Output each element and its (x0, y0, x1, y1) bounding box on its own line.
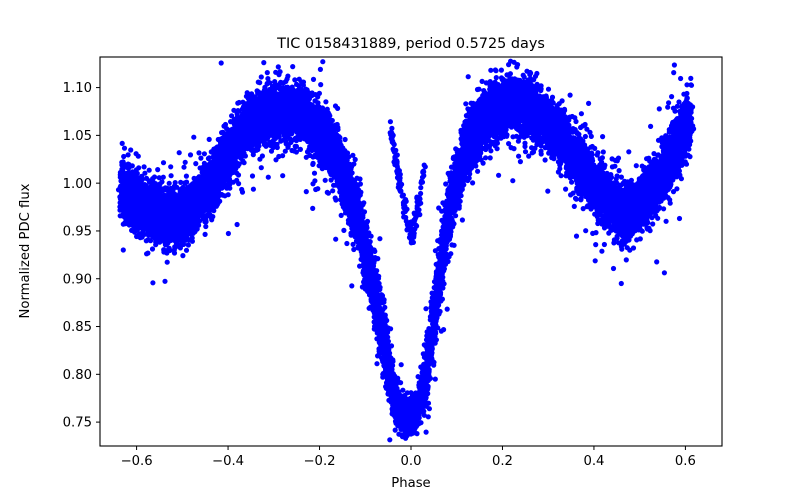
y-tick-label: 0.85 (63, 320, 92, 335)
x-tick-label: 0.6 (675, 454, 696, 469)
y-tick-label: 1.10 (63, 81, 92, 96)
scatter-data-points (115, 58, 697, 443)
x-tick-label: 0.4 (583, 454, 604, 469)
x-tick-label: −0.4 (212, 454, 244, 469)
x-axis-label: Phase (391, 476, 430, 491)
y-tick-label: 0.95 (63, 225, 92, 240)
x-axis-ticks: −0.6 −0.4 −0.2 0.0 0.2 0.4 0.6 (121, 446, 696, 469)
scatter-points-layer (115, 58, 697, 443)
y-tick-label: 1.00 (63, 177, 92, 192)
axes-background (100, 57, 722, 446)
chart-title: TIC 0158431889, period 0.5725 days (276, 36, 545, 52)
y-tick-label: 0.75 (63, 416, 92, 431)
x-tick-label: −0.6 (121, 454, 153, 469)
x-tick-label: 0.2 (492, 454, 513, 469)
y-tick-label: 0.80 (63, 368, 92, 383)
x-tick-label: 0.0 (401, 454, 422, 469)
y-axis-label: Normalized PDC flux (18, 183, 33, 318)
x-tick-label: −0.2 (304, 454, 336, 469)
y-axis-ticks: 0.75 0.80 0.85 0.90 0.95 1.00 1.05 1.10 (63, 81, 100, 431)
y-tick-label: 0.90 (63, 272, 92, 287)
y-tick-label: 1.05 (63, 129, 92, 144)
